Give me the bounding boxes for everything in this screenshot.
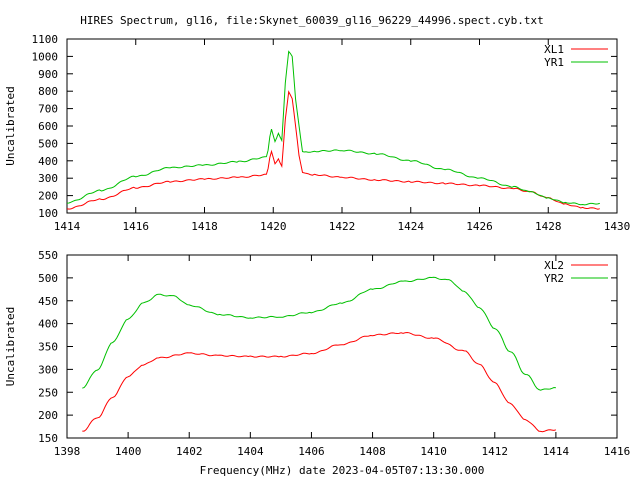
x-tick-label: 1418	[191, 220, 218, 233]
legend-label: XL2	[544, 259, 564, 272]
series-line-yr2	[82, 276, 556, 391]
y-axis-label: Uncalibrated	[4, 307, 17, 386]
y-tick-label: 1000	[32, 50, 59, 63]
y-tick-label: 500	[38, 272, 58, 285]
x-tick-label: 1412	[482, 445, 509, 458]
x-tick-label: 1430	[604, 220, 631, 233]
y-tick-label: 100	[38, 207, 58, 220]
chart-title: HIRES Spectrum, gl16, file:Skynet_60039_…	[80, 14, 544, 27]
x-tick-label: 1414	[54, 220, 81, 233]
plot-top: 100 200 300 400 500 600 700 800 900 1000 1100 1414 1…	[4, 33, 630, 233]
y-tick-label: 500	[38, 137, 58, 150]
x-tick-label: 1410	[420, 445, 447, 458]
y-tick-label: 800	[38, 85, 58, 98]
y-tick-label: 150	[38, 432, 58, 445]
y-axis-label: Uncalibrated	[4, 86, 17, 165]
x-tick-label: 1422	[329, 220, 356, 233]
y-tick-label: 700	[38, 103, 58, 116]
x-tick-label: 1416	[604, 445, 631, 458]
y-tick-label: 300	[38, 363, 58, 376]
y-tick-label: 400	[38, 155, 58, 168]
y-tick-label: 1100	[32, 33, 59, 46]
x-tick-label: 1424	[398, 220, 425, 233]
x-tick-label: 1416	[123, 220, 150, 233]
x-tick-label: 1406	[298, 445, 325, 458]
plot-frame	[66, 254, 618, 439]
legend-label: YR2	[544, 272, 564, 285]
x-tick-label: 1402	[176, 445, 203, 458]
y-tick-label: 450	[38, 295, 58, 308]
y-tick-label: 350	[38, 341, 58, 354]
y-tick-label: 300	[38, 172, 58, 185]
x-tick-label: 1428	[535, 220, 562, 233]
x-tick-label: 1420	[260, 220, 287, 233]
y-tick-label: 900	[38, 68, 58, 81]
y-tick-label: 400	[38, 318, 58, 331]
y-tick-label: 250	[38, 386, 58, 399]
x-tick-label: 1408	[359, 445, 386, 458]
legend-label: YR1	[544, 56, 564, 69]
x-tick-label: 1400	[115, 445, 142, 458]
series-line-xl1	[66, 90, 600, 210]
plot-frame	[66, 38, 618, 214]
y-tick-label: 550	[38, 249, 58, 262]
x-tick-label: 1404	[237, 445, 264, 458]
y-tick-label: 200	[38, 190, 58, 203]
y-tick-label: 600	[38, 120, 58, 133]
legend-label: XL1	[544, 43, 564, 56]
x-tick-label: 1414	[543, 445, 570, 458]
x-axis-label: Frequency(MHz) date 2023-04-05T07:13:30.…	[200, 464, 485, 477]
x-tick-label: 1398	[54, 445, 81, 458]
plot-bottom: 150 200 250 300 350 400 450 500 550 1398 1400 1402 1…	[4, 249, 630, 477]
y-tick-label: 200	[38, 409, 58, 422]
x-tick-label: 1426	[466, 220, 493, 233]
series-line-yr1	[66, 50, 600, 206]
series-line-xl2	[82, 331, 557, 433]
